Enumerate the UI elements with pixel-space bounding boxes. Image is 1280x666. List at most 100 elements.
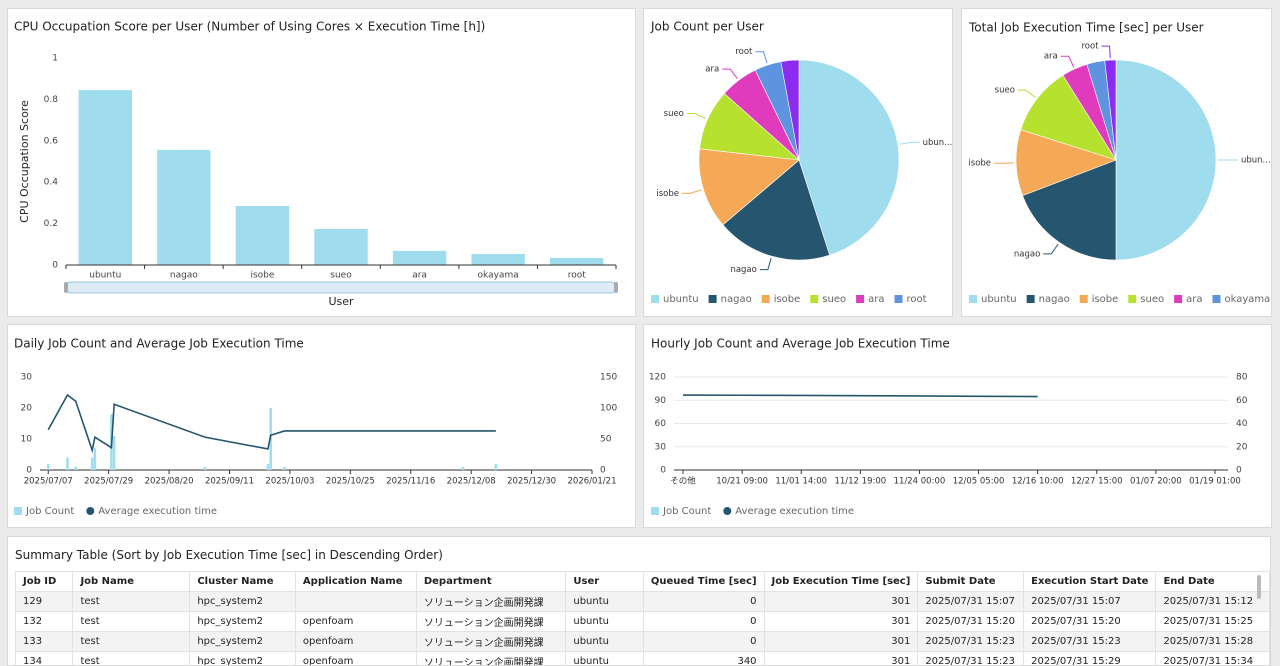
x-tick-label: nagao xyxy=(170,271,198,281)
legend-swatch xyxy=(86,507,94,515)
bar xyxy=(314,229,367,265)
legend-label: sueo xyxy=(1140,294,1164,305)
table-cell: 0 xyxy=(643,632,764,652)
table-cell: 2025/07/31 15:29 xyxy=(1024,652,1156,666)
bar xyxy=(550,258,603,265)
table-cell: 2025/07/31 15:23 xyxy=(918,652,1024,666)
y2-tick-label: 20 xyxy=(1236,442,1248,452)
table-cell: ubuntu xyxy=(566,652,643,666)
legend-label: ubuntu xyxy=(663,294,699,305)
table-cell: 301 xyxy=(764,612,918,632)
y-tick-label: 60 xyxy=(655,419,667,429)
column-header: Queued Time [sec] xyxy=(643,572,764,592)
table-cell: openfoam xyxy=(295,632,416,652)
x-tick-label: 01/19 01:00 xyxy=(1189,477,1241,487)
bar xyxy=(471,254,524,265)
bar xyxy=(267,464,270,470)
legend-swatch xyxy=(709,295,717,303)
x-tick-label: 11/01 14:00 xyxy=(775,477,827,487)
table-cell: hpc_system2 xyxy=(190,592,296,612)
column-header: Department xyxy=(416,572,566,592)
x-tick-label: ara xyxy=(412,271,427,281)
y-tick-label: 30 xyxy=(21,373,33,383)
x-tick-label: 2026/01/21 xyxy=(568,477,617,487)
table-cell: test xyxy=(73,612,190,632)
table-cell: test xyxy=(73,632,190,652)
table-cell: openfoam xyxy=(295,612,416,632)
table-cell: 2025/07/31 15:34 xyxy=(1156,652,1270,666)
x-tick-label: 2025/12/30 xyxy=(507,477,556,487)
x-tick-label: 2025/07/29 xyxy=(84,477,133,487)
table-cell: 2025/07/31 15:28 xyxy=(1156,632,1270,652)
y-tick-label: 20 xyxy=(21,404,33,414)
bar xyxy=(47,464,50,470)
x-tick-label: 12/16 10:00 xyxy=(1012,477,1064,487)
x-tick-label: okayama xyxy=(478,271,519,281)
leader-line xyxy=(687,114,706,119)
chart-title: Daily Job Count and Average Job Executio… xyxy=(14,337,304,351)
leader-line xyxy=(1018,90,1035,97)
x-tick-label: 12/05 05:00 xyxy=(953,477,1005,487)
table-cell: ソリューション企画開発課 xyxy=(416,592,566,612)
bar xyxy=(91,458,94,470)
legend-swatch xyxy=(856,295,864,303)
bar xyxy=(94,448,97,470)
x-tick-label: isobe xyxy=(250,271,274,281)
legend-label: ubuntu xyxy=(981,294,1017,305)
y-tick-label: 0 xyxy=(660,466,666,476)
y-tick-label: 0.6 xyxy=(44,136,59,146)
x-axis-label: User xyxy=(328,295,354,308)
legend-label: ara xyxy=(868,294,884,305)
slice-label: ubun... xyxy=(1241,156,1271,166)
slice-label: ubun... xyxy=(923,138,953,148)
y2-tick-label: 50 xyxy=(600,435,612,445)
slider-handle[interactable] xyxy=(614,282,618,293)
x-tick-label: 2025/08/20 xyxy=(145,477,194,487)
table-cell: ubuntu xyxy=(566,592,643,612)
column-header: Execution Start Date xyxy=(1024,572,1156,592)
table-cell: 0 xyxy=(643,592,764,612)
table-cell: openfoam xyxy=(295,652,416,666)
slice-label: isobe xyxy=(656,189,679,199)
legend-label: Job Count xyxy=(25,506,74,517)
column-header: Job ID xyxy=(16,572,73,592)
slice-label: sueo xyxy=(664,109,684,119)
table-cell: 2025/07/31 15:07 xyxy=(1024,592,1156,612)
slider-handle[interactable] xyxy=(64,282,68,293)
table-cell: hpc_system2 xyxy=(190,612,296,632)
legend-swatch xyxy=(651,507,659,515)
legend-label: root xyxy=(907,294,927,305)
table-cell: hpc_system2 xyxy=(190,652,296,666)
y-tick-label: 0.8 xyxy=(44,95,59,105)
bar xyxy=(74,467,77,470)
bar xyxy=(204,467,207,470)
legend-swatch xyxy=(1213,295,1221,303)
column-header: Job Name xyxy=(73,572,190,592)
table-cell: 2025/07/31 15:23 xyxy=(1024,632,1156,652)
table-cell: test xyxy=(73,592,190,612)
legend-label: Average execution time xyxy=(735,506,854,517)
scrollbar[interactable] xyxy=(1257,575,1261,599)
column-header: Application Name xyxy=(295,572,416,592)
y-tick-label: 120 xyxy=(649,373,666,383)
bar xyxy=(157,150,210,265)
legend-swatch xyxy=(14,507,22,515)
x-tick-label: 10/21 09:00 xyxy=(716,477,768,487)
chart-title: Hourly Job Count and Average Job Executi… xyxy=(651,337,950,351)
table-cell: 301 xyxy=(764,592,918,612)
leader-line xyxy=(1061,56,1074,67)
chart-title: CPU Occupation Score per User (Number of… xyxy=(14,20,485,34)
x-tick-label: 2025/12/08 xyxy=(447,477,496,487)
table-cell: 340 xyxy=(643,652,764,666)
y-tick-label: 0 xyxy=(52,261,58,271)
x-tick-label: 2025/10/03 xyxy=(265,477,314,487)
leader-line xyxy=(1102,46,1111,58)
range-slider[interactable] xyxy=(66,282,616,293)
pie-slice xyxy=(1116,60,1216,260)
